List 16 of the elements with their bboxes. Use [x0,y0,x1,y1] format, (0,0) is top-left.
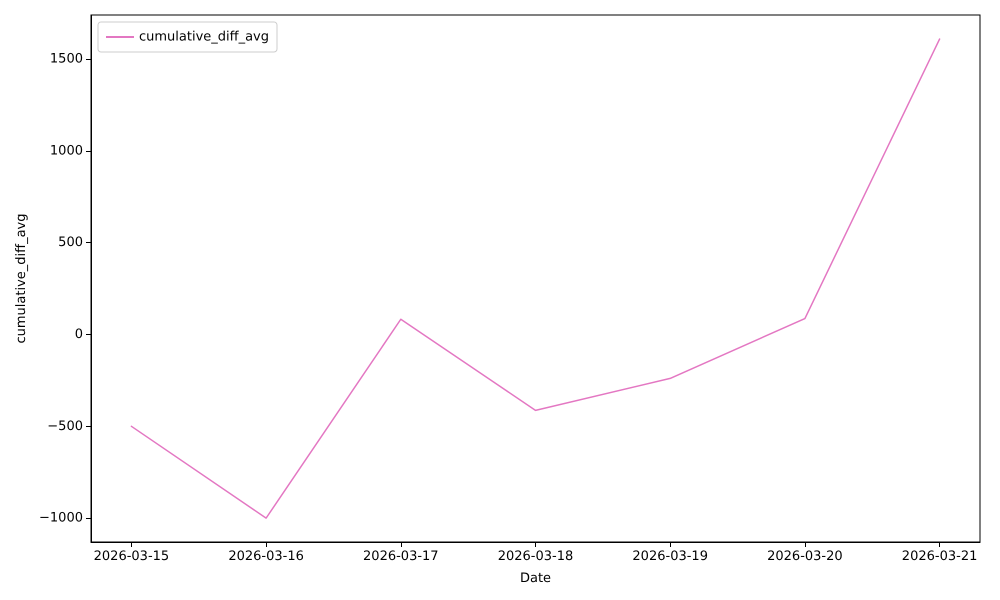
x-tick-label: 2026-03-21 [902,549,978,564]
y-axis-title: cumulative_diff_avg [14,214,30,344]
x-tick-label: 2026-03-17 [363,549,439,564]
x-tick-label: 2026-03-19 [632,549,708,564]
x-tick-label: 2026-03-16 [228,549,304,564]
y-tick-label: 1000 [50,143,83,158]
y-tick-label: 1500 [50,52,83,67]
y-tick-label: 500 [58,235,83,250]
legend-label: cumulative_diff_avg [139,30,269,44]
y-tick-label: −500 [47,418,83,434]
x-tick-label: 2026-03-18 [498,549,574,564]
x-axis-title: Date [520,571,552,586]
x-tick-label: 2026-03-20 [767,549,843,564]
y-tick-label: 0 [74,327,83,342]
y-tick-label: −1000 [39,510,83,526]
x-tick-label: 2026-03-15 [94,549,170,564]
